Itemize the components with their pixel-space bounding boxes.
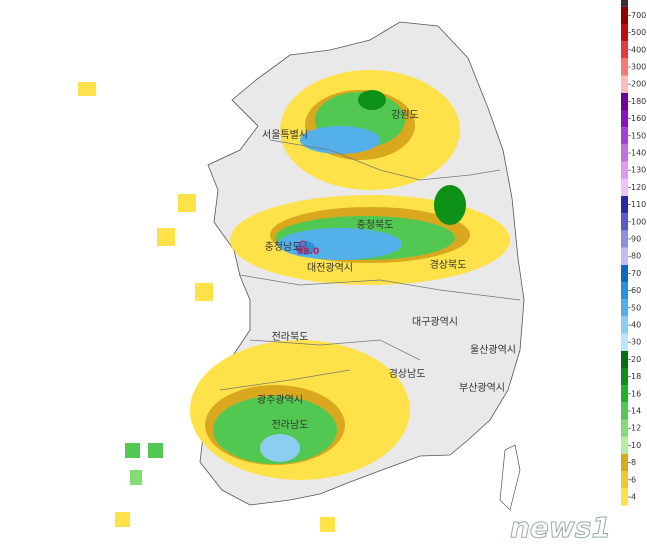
rain-area bbox=[78, 70, 510, 532]
legend-swatch bbox=[621, 282, 628, 300]
region-label: 충청남도 bbox=[265, 241, 302, 253]
legend-swatch bbox=[621, 127, 628, 145]
legend-swatch bbox=[621, 213, 628, 231]
legend-swatch bbox=[621, 58, 628, 76]
legend-label: 90 bbox=[631, 235, 641, 244]
region-label: 강원도 bbox=[391, 109, 419, 121]
legend-label: 30 bbox=[631, 338, 641, 347]
legend-swatch bbox=[621, 161, 628, 179]
legend-label: 6 bbox=[631, 475, 636, 484]
legend-label: 70 bbox=[631, 269, 641, 278]
region-label: 전라북도 bbox=[272, 331, 309, 343]
legend-swatch bbox=[621, 471, 628, 489]
legend-label: 100 bbox=[631, 217, 646, 226]
legend-label: 80 bbox=[631, 252, 641, 261]
legend-label: 130 bbox=[631, 166, 646, 175]
legend-swatch bbox=[621, 436, 628, 454]
legend-swatch bbox=[621, 196, 628, 214]
legend-swatch bbox=[621, 316, 628, 334]
legend-label: 10 bbox=[631, 441, 641, 450]
legend-label: 14 bbox=[631, 407, 641, 416]
legend-label: 20 bbox=[631, 355, 641, 364]
legend-label: 160 bbox=[631, 114, 646, 123]
legend-swatch bbox=[621, 41, 628, 59]
legend-swatch bbox=[621, 402, 628, 420]
legend-swatch bbox=[621, 299, 628, 317]
legend-swatch bbox=[621, 92, 628, 110]
region-label: 서울특별시 bbox=[262, 129, 308, 141]
legend-label: 16 bbox=[631, 389, 641, 398]
legend-cap bbox=[621, 0, 628, 7]
legend-label: 50 bbox=[631, 303, 641, 312]
legend-swatch bbox=[621, 75, 628, 93]
watermark: news1 bbox=[510, 511, 611, 544]
legend-label: 500 bbox=[631, 28, 646, 37]
legend-label: 110 bbox=[631, 200, 646, 209]
legend-label: 12 bbox=[631, 424, 641, 433]
legend-swatch bbox=[621, 454, 628, 472]
region-label: 경상남도 bbox=[389, 367, 426, 380]
legend-swatch bbox=[621, 350, 628, 368]
region-label: 대전광역시 bbox=[307, 262, 353, 274]
legend-label: 120 bbox=[631, 183, 646, 192]
region-label: 경상북도 bbox=[430, 258, 467, 271]
legend-label: 400 bbox=[631, 45, 646, 54]
region-label: 광주광역시 bbox=[257, 394, 303, 406]
legend-label: 150 bbox=[631, 131, 646, 140]
legend-swatch bbox=[621, 178, 628, 196]
region-label: 전라남도 bbox=[272, 419, 309, 431]
max-marker bbox=[299, 240, 307, 248]
legend-label: 60 bbox=[631, 286, 641, 295]
legend-label: 200 bbox=[631, 80, 646, 89]
legend-swatch bbox=[621, 488, 628, 506]
legend-label: 300 bbox=[631, 63, 646, 72]
legend-label: 700 bbox=[631, 11, 646, 20]
max-label: 98.0 bbox=[297, 247, 319, 257]
legend-swatch bbox=[621, 247, 628, 265]
legend: 4 6 8 10 12 14 16 18 20 30 40 50 60 70 80 90 100 110 120 13… bbox=[621, 0, 646, 506]
legend-label: 8 bbox=[631, 458, 636, 467]
legend-swatch bbox=[621, 264, 628, 282]
legend-swatch bbox=[621, 368, 628, 386]
legend-swatch bbox=[621, 110, 628, 128]
legend-swatch bbox=[621, 333, 628, 351]
region-label: 충청북도 bbox=[357, 219, 394, 231]
legend-swatch bbox=[621, 385, 628, 403]
legend-label: 18 bbox=[631, 372, 641, 381]
legend-label: 4 bbox=[631, 493, 636, 502]
region-label: 부산광역시 bbox=[459, 382, 505, 394]
legend-label: 140 bbox=[631, 149, 646, 158]
legend-swatch bbox=[621, 144, 628, 162]
region-label: 대구광역시 bbox=[412, 316, 458, 328]
legend-label: 180 bbox=[631, 97, 646, 106]
legend-label: 40 bbox=[631, 321, 641, 330]
legend-swatch bbox=[621, 24, 628, 42]
legend-swatch bbox=[621, 230, 628, 248]
legend-swatch bbox=[621, 6, 628, 25]
legend-swatch bbox=[621, 419, 628, 437]
province-borders bbox=[219, 139, 521, 391]
region-label: 울산광역시 bbox=[470, 344, 516, 356]
